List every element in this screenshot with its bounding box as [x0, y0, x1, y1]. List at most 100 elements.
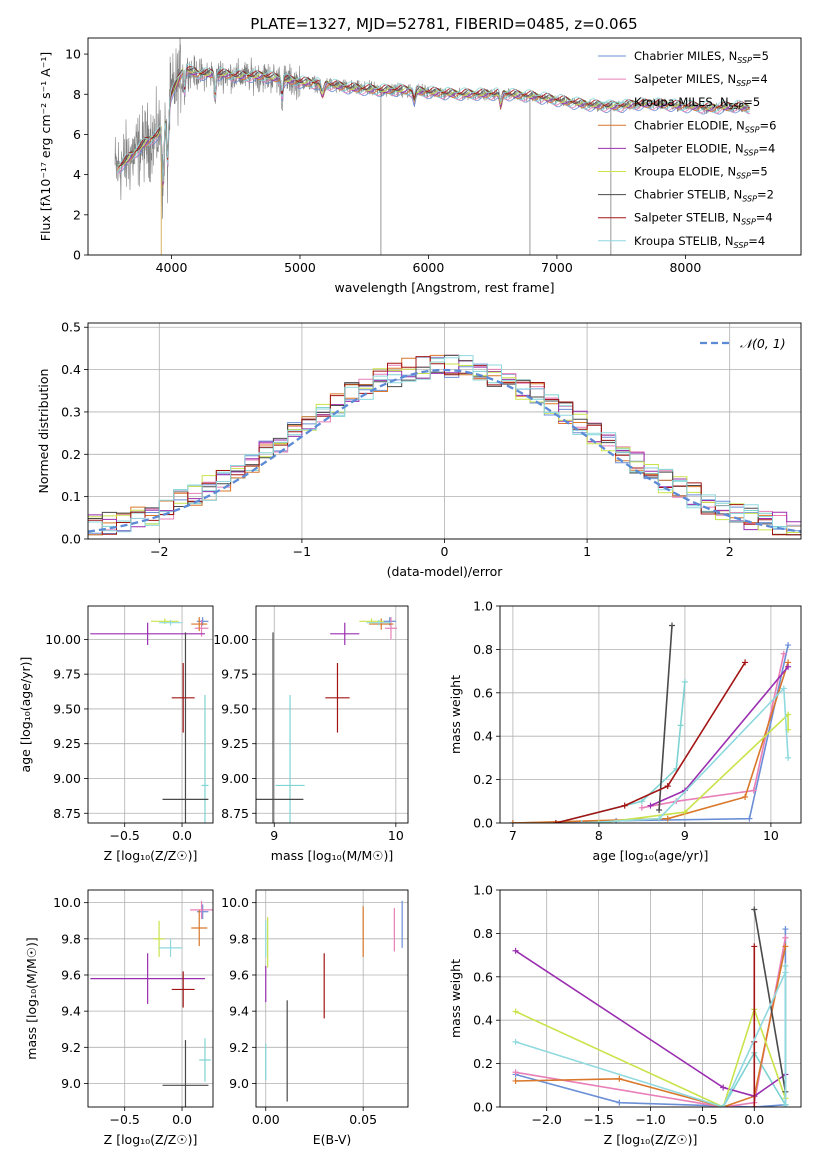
y-tick-label: 0.6: [473, 969, 493, 984]
legend-label-name: Chabrier MILES, N: [634, 49, 737, 63]
legend-label-name: Kroupa STELIB, N: [634, 234, 734, 248]
y-tick-label: 10.00: [213, 632, 249, 647]
mass-weight-marker: [746, 815, 753, 822]
axes-frame: 0.00 0.05 9.0 9.2 9.4 9.6 9.8 10.0 E(B-V): [221, 889, 409, 1147]
axes-border: [499, 605, 802, 824]
mass-weight-marker: [782, 969, 789, 976]
error-bar-point: [190, 900, 213, 919]
legend-label: Kroupa ELODIE, NSSP=5: [634, 165, 768, 181]
y-tick-label: 9.2: [61, 1040, 81, 1055]
mass-weight-line: [515, 972, 787, 1107]
age-vs-metallicity-panel: −0.5 0.0 8.75 9.00 9.25 9.50 9.75 10.00 Z [log₁₀…: [18, 605, 214, 863]
y-tick-label: 9.4: [229, 1004, 249, 1019]
mass-vs-extinction-panel: 0.00 0.05 9.0 9.2 9.4 9.6 9.8 10.0 E(B-V): [221, 889, 409, 1147]
x-tick-label: −2: [150, 544, 168, 559]
mass-weight-marker: [616, 1075, 623, 1082]
x-axis-label: wavelength [Angstrom, rest frame]: [334, 280, 554, 295]
legend-label-subscript: SSP: [744, 148, 759, 157]
axes-border: [87, 37, 802, 256]
spectrum-title: PLATE=1327, MJD=52781, FIBERID=0485, z=0…: [250, 15, 637, 33]
y-tick-label: 9.0: [229, 1076, 249, 1091]
error-bar-point: [191, 909, 208, 947]
y-tick-label: 1.0: [473, 599, 493, 614]
model-spectrum: [117, 67, 750, 185]
plot-area: [512, 906, 789, 1107]
y-tick-label: 0.2: [61, 447, 81, 462]
x-tick-label: −1.5: [583, 1112, 613, 1127]
error-bar-point: [191, 617, 208, 632]
x-tick-label: 0.0: [172, 828, 192, 843]
error-bar-point: [366, 619, 391, 626]
mass-weight-marker: [656, 806, 663, 813]
legend-label: Chabrier STELIB, NSSP=2: [634, 188, 774, 204]
model-spectrum: [117, 68, 750, 182]
x-tick-label: −1.0: [635, 1112, 665, 1127]
legend-label-count: =2: [757, 188, 774, 202]
mass-weight-marker: [785, 642, 792, 649]
mass-weight-marker: [742, 659, 749, 666]
legend-label-subscript: SSP: [737, 56, 752, 65]
error-bar-point: [162, 632, 209, 823]
x-tick-label: 8: [595, 828, 603, 843]
plot-area: [265, 900, 403, 1102]
mass-weight-marker: [512, 947, 519, 954]
error-bar-point: [90, 622, 205, 645]
mass-weight-line: [512, 644, 789, 823]
y-tick-label: 9.50: [53, 701, 81, 716]
mass-weight-marker: [751, 906, 758, 913]
y-tick-label: 9.75: [221, 667, 249, 682]
axes-border: [499, 889, 802, 1108]
x-tick-label: 0.00: [252, 1112, 280, 1127]
x-axis-label: (data-model)/error: [387, 564, 504, 579]
x-tick-label: 4000: [156, 260, 188, 275]
error-bar-point: [153, 920, 165, 957]
grid-lines: [256, 606, 408, 823]
error-bar-point: [275, 695, 305, 823]
axes-border: [87, 322, 802, 540]
y-axis-label: Normed distribution: [36, 369, 51, 494]
legend-label-subscript: SSP: [745, 125, 760, 134]
y-axis-label: age [log₁₀(age/yr)]: [18, 657, 33, 773]
mass-weight-marker: [681, 809, 688, 816]
plot-area: [90, 900, 213, 1107]
x-tick-label: 2: [726, 544, 734, 559]
plot-area: [256, 617, 398, 823]
legend-label-subscript: SSP: [729, 102, 744, 111]
y-axis-label: mass weight: [448, 675, 463, 754]
y-tick-label: 4: [73, 167, 81, 182]
error-bar-point: [162, 1040, 209, 1107]
mass-weight-line: [555, 661, 746, 823]
legend-label-subscript: SSP: [736, 79, 751, 88]
axes-border: [255, 889, 409, 1108]
mass-weight-marker: [512, 1077, 519, 1084]
y-tick-label: 0.4: [61, 362, 81, 377]
y-tick-label: 10.0: [53, 895, 81, 910]
y-tick-label: 10.0: [221, 895, 249, 910]
axes-border: [87, 605, 214, 824]
x-tick-label: 10: [763, 828, 779, 843]
y-tick-label: 0.4: [473, 1013, 493, 1028]
grid-lines: [256, 890, 408, 1107]
legend-label: Salpeter STELIB, NSSP=4: [634, 211, 773, 227]
mass-weight-vs-metallicity-panel: −2.0 −1.5 −1.0 −0.5 0.0 0.0 0.2 0.4 0.6 0.8 1.0 Z […: [448, 883, 802, 1147]
y-tick-label: 0.8: [473, 926, 493, 941]
y-tick-label: 9.6: [229, 967, 249, 982]
y-tick-label: 9.2: [229, 1040, 249, 1055]
legend-label-name: Salpeter MILES, N: [634, 72, 736, 86]
y-tick-label: 0.4: [473, 729, 493, 744]
legend-label-name: Kroupa ELODIE, N: [634, 165, 736, 179]
mass-weight-marker: [616, 1099, 623, 1106]
y-tick-label: 0.3: [61, 404, 81, 419]
y-tick-label: 0.0: [61, 532, 81, 547]
legend-label-count: =5: [743, 95, 760, 109]
mass-weight-marker: [664, 783, 671, 790]
x-tick-label: 0.05: [349, 1112, 377, 1127]
y-tick-label: 0.1: [61, 489, 81, 504]
mass-weight-marker: [595, 820, 602, 823]
y-tick-label: 10.00: [45, 632, 81, 647]
legend-label-count: =6: [760, 118, 777, 132]
mass-weight-marker: [750, 787, 757, 794]
error-bar-point: [330, 622, 360, 645]
grid-lines: [88, 606, 213, 823]
